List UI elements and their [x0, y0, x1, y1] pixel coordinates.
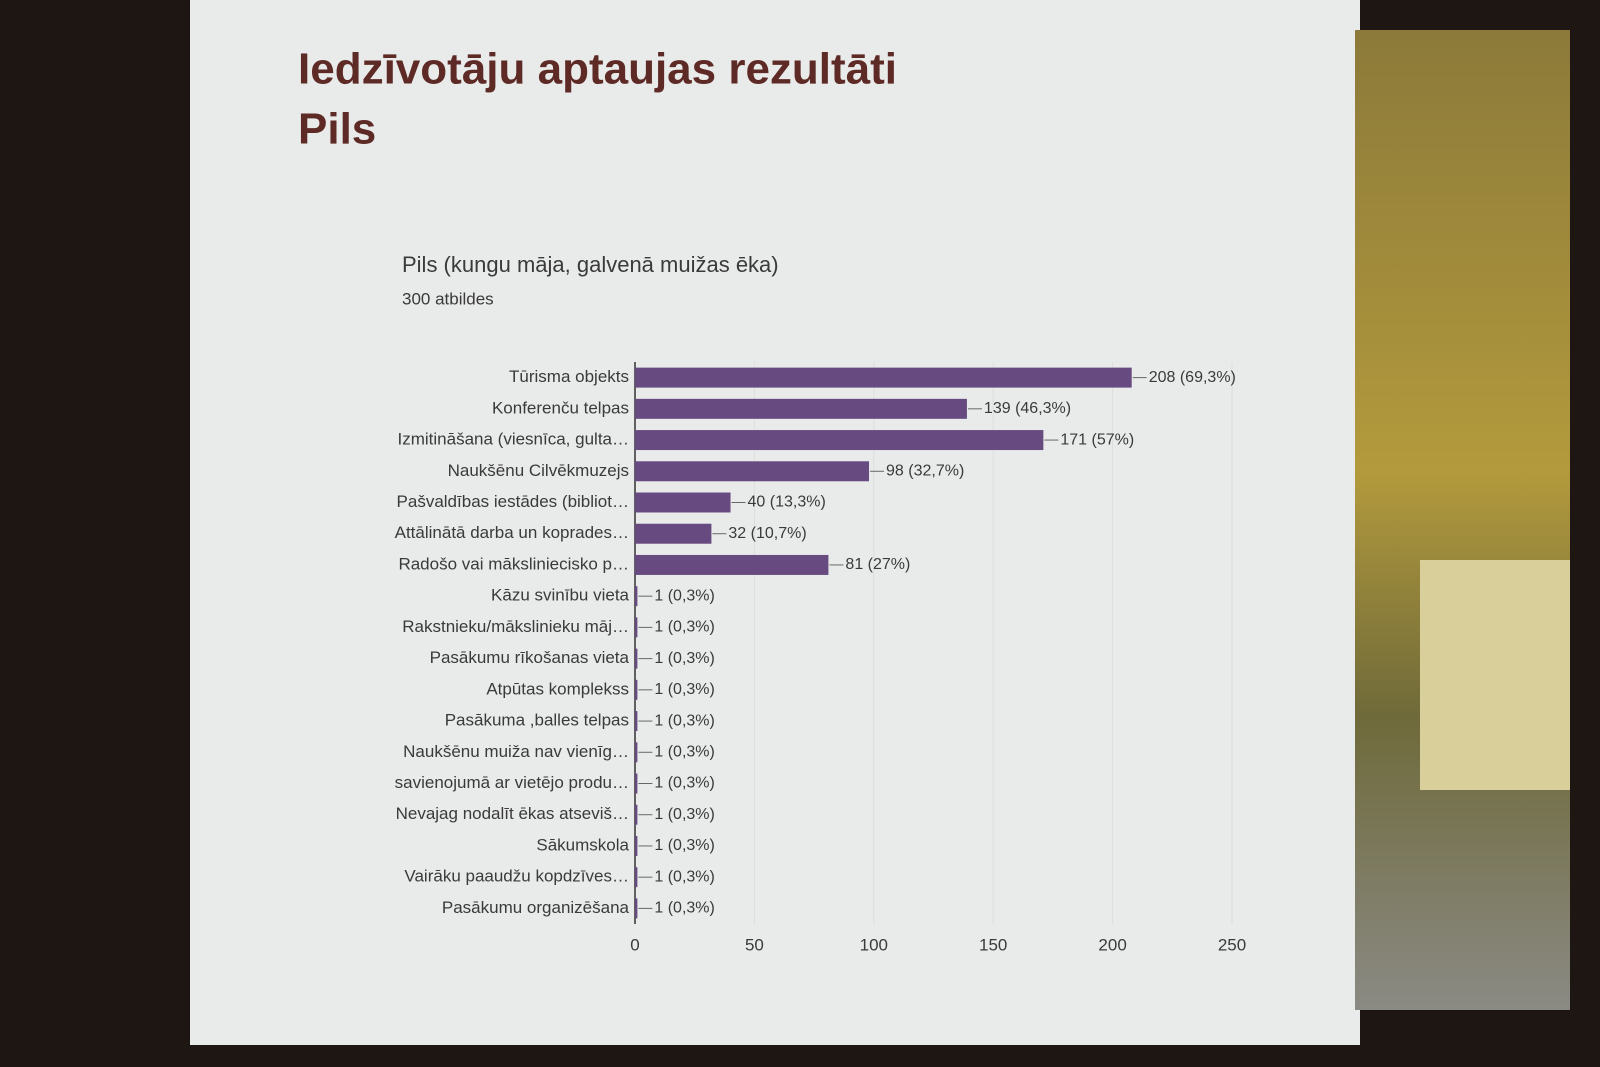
slide-photo-image	[1355, 30, 1570, 1010]
bar	[635, 773, 638, 794]
y-tick-label: Sākumskola	[536, 835, 629, 854]
y-tick-label: Vairāku paaudžu kopdzīves…	[404, 867, 629, 886]
x-tick-label: 50	[745, 935, 764, 954]
y-tick-label: Naukšēnu Cilvēkmuzejs	[448, 461, 629, 480]
value-label: 139 (46,3%)	[984, 400, 1071, 417]
x-tick-label: 0	[630, 935, 639, 954]
y-tick-label: Kāzu svinību vieta	[491, 586, 630, 605]
value-label: 1 (0,3%)	[654, 806, 714, 823]
value-label: 1 (0,3%)	[654, 681, 714, 698]
bar	[635, 617, 638, 638]
x-tick-label: 200	[1098, 935, 1126, 954]
chart-subtitle: 300 atbildes	[402, 289, 494, 308]
x-tick-label: 150	[979, 935, 1007, 954]
value-label: 171 (57%)	[1060, 431, 1134, 448]
bar	[635, 648, 638, 669]
value-label: 1 (0,3%)	[654, 900, 714, 917]
y-tick-label: Pasākumu organizēšana	[442, 898, 630, 917]
y-tick-label: Nevajag nodalīt ēkas atseviš…	[396, 804, 629, 823]
slide	[190, 0, 1360, 1045]
bar	[635, 835, 638, 856]
bar	[635, 711, 638, 732]
value-label: 1 (0,3%)	[654, 619, 714, 636]
value-label: 32 (10,7%)	[728, 525, 806, 542]
y-tick-label: Naukšēnu muiža nav vienīg…	[403, 742, 629, 761]
y-tick-label: Attālinātā darba un koprades…	[395, 523, 629, 542]
value-label: 81 (27%)	[845, 556, 910, 573]
y-tick-label: savienojumā ar vietējo produ…	[395, 773, 629, 792]
value-label: 1 (0,3%)	[654, 743, 714, 760]
value-label: 40 (13,3%)	[748, 494, 826, 511]
bar	[635, 554, 829, 575]
value-label: 1 (0,3%)	[654, 587, 714, 604]
y-tick-label: Rakstnieku/mākslinieku māj…	[402, 617, 629, 636]
value-label: 1 (0,3%)	[654, 868, 714, 885]
y-tick-label: Atpūtas komplekss	[486, 679, 629, 698]
bar	[635, 523, 712, 544]
y-tick-label: Radošo vai mākslinieciskо p…	[398, 554, 629, 573]
y-tick-label: Pasākumu rīkošanas vieta	[430, 648, 630, 667]
y-tick-label: Tūrisma objekts	[509, 367, 629, 386]
x-tick-label: 250	[1218, 935, 1246, 954]
bar	[635, 492, 731, 513]
bar	[635, 742, 638, 763]
bar	[635, 461, 870, 482]
chart-title: Pils (kungu māja, galvenā muižas ēka)	[402, 252, 779, 277]
slide-title: Pils	[298, 105, 376, 154]
bar	[635, 804, 638, 825]
photo-house	[1420, 560, 1570, 790]
bar	[635, 430, 1044, 451]
bar	[635, 367, 1132, 388]
y-tick-label: Izmitināšana (viesnīca, gulta…	[398, 430, 630, 449]
bar	[635, 586, 638, 607]
y-tick-label: Pasākuma ,balles telpas	[445, 711, 629, 730]
value-label: 1 (0,3%)	[654, 712, 714, 729]
bar	[635, 867, 638, 888]
bar	[635, 398, 967, 419]
value-label: 98 (32,7%)	[886, 462, 964, 479]
bar	[635, 679, 638, 700]
slide-title: Iedzīvotāju aptaujas rezultāti	[298, 45, 897, 94]
y-tick-label: Pašvaldības iestādes (bibliot…	[397, 492, 629, 511]
bar	[635, 898, 638, 919]
y-tick-label: Konferenču telpas	[492, 398, 629, 417]
value-label: 1 (0,3%)	[654, 837, 714, 854]
value-label: 208 (69,3%)	[1149, 369, 1236, 386]
value-label: 1 (0,3%)	[654, 775, 714, 792]
value-label: 1 (0,3%)	[654, 650, 714, 667]
x-tick-label: 100	[860, 935, 888, 954]
